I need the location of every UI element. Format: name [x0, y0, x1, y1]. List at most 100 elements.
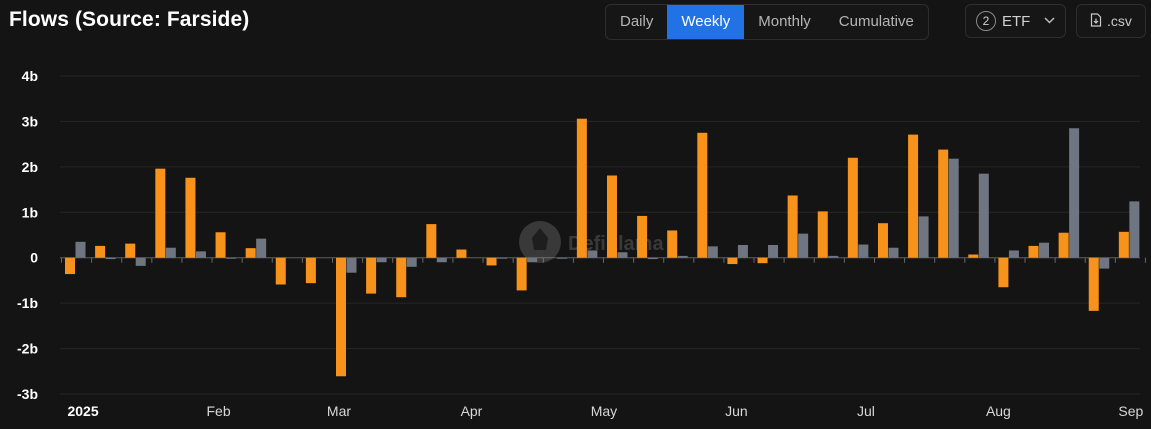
bar-series-1[interactable]: [135, 257, 146, 266]
bar-series-0[interactable]: [817, 211, 828, 258]
x-tick-label: Sep: [1118, 403, 1143, 419]
bar-series-1[interactable]: [1099, 257, 1110, 269]
bar-series-0[interactable]: [787, 195, 798, 258]
y-tick-label: 3b: [22, 113, 38, 129]
bar-series-1[interactable]: [1039, 242, 1050, 258]
bar-series-1[interactable]: [828, 255, 839, 258]
period-selector: Daily Weekly Monthly Cumulative: [605, 4, 929, 40]
bar-series-0[interactable]: [968, 254, 979, 258]
bar-series-0[interactable]: [516, 257, 527, 291]
y-tick-label: 1b: [22, 204, 38, 220]
y-tick-label: 2b: [22, 159, 38, 175]
bar-series-0[interactable]: [245, 248, 256, 258]
bar-series-0[interactable]: [1058, 232, 1069, 258]
bar-series-1[interactable]: [587, 250, 598, 258]
bar-series-1[interactable]: [527, 257, 538, 263]
grid-lines: [60, 75, 1146, 395]
bar-series-0[interactable]: [335, 257, 346, 377]
bar-series-1[interactable]: [768, 244, 779, 258]
bar-series-0[interactable]: [185, 177, 196, 258]
x-axis: 2025 Feb Mar Apr May Jun Jul Aug Sep: [67, 403, 1143, 419]
bar-series-1[interactable]: [1069, 128, 1080, 258]
bar-series-0[interactable]: [667, 230, 678, 258]
bar-series-0[interactable]: [215, 232, 226, 258]
bar-series-1[interactable]: [226, 257, 237, 259]
bar-series-0[interactable]: [877, 223, 888, 258]
bar-series-1[interactable]: [436, 257, 447, 263]
x-tick-label: Feb: [206, 403, 230, 419]
x-tick-label: May: [591, 403, 617, 419]
bar-series-1[interactable]: [256, 238, 267, 258]
period-daily-button[interactable]: Daily: [620, 13, 654, 30]
bar-series-1[interactable]: [497, 257, 508, 259]
bar-series-1[interactable]: [798, 233, 809, 258]
file-download-icon: [1090, 12, 1102, 30]
bar-series-0[interactable]: [576, 118, 587, 258]
chart-title: Flows (Source: Farside): [9, 8, 250, 31]
bar-series-0[interactable]: [125, 243, 136, 258]
etf-select-button[interactable]: 2 ETF: [965, 4, 1066, 38]
bar-series-1[interactable]: [105, 257, 116, 260]
bar-series-1[interactable]: [195, 251, 206, 258]
y-tick-label: -2b: [17, 341, 38, 357]
bar-series-1[interactable]: [617, 252, 628, 258]
y-tick-label: 0: [30, 250, 38, 266]
bar-series-1[interactable]: [677, 255, 688, 258]
bar-series-1[interactable]: [406, 257, 417, 267]
bar-series-1[interactable]: [1008, 250, 1019, 258]
bar-series-0[interactable]: [366, 257, 377, 294]
etf-select-label: ETF: [1002, 12, 1031, 30]
x-tick-label: Mar: [327, 403, 351, 419]
x-tick-label: Apr: [461, 403, 483, 419]
bar-series-0[interactable]: [606, 175, 617, 258]
bar-series-0[interactable]: [275, 257, 286, 285]
y-tick-label: -3b: [17, 386, 38, 402]
bar-series-1[interactable]: [1129, 201, 1140, 258]
x-tick-label: Jun: [725, 403, 748, 419]
bar-series-0[interactable]: [95, 245, 106, 258]
bar-series-0[interactable]: [456, 249, 467, 258]
bar-series-0[interactable]: [1088, 257, 1099, 311]
bar-series-1[interactable]: [165, 247, 176, 258]
bar-series-1[interactable]: [75, 241, 86, 258]
download-csv-button[interactable]: .csv: [1076, 4, 1146, 38]
bar-series-1[interactable]: [557, 257, 568, 259]
bar-series-0[interactable]: [426, 224, 437, 258]
y-axis: 4b 3b 2b 1b 0 -1b -2b -3b: [17, 68, 38, 402]
x-tick-label: Aug: [986, 403, 1011, 419]
bar-series-1[interactable]: [346, 257, 357, 273]
bar-series-0[interactable]: [938, 149, 949, 258]
bar-series-0[interactable]: [727, 257, 738, 265]
etf-count-badge: 2: [976, 11, 996, 31]
bar-series-1[interactable]: [376, 257, 387, 263]
y-tick-label: 4b: [22, 68, 38, 84]
bar-series-0[interactable]: [486, 257, 497, 266]
y-tick-label: -1b: [17, 295, 38, 311]
bar-series-0[interactable]: [65, 257, 75, 275]
bar-series-1[interactable]: [918, 216, 929, 258]
bars: [65, 118, 1140, 377]
bar-series-1[interactable]: [707, 246, 718, 258]
bar-series-1[interactable]: [858, 244, 869, 258]
bar-series-1[interactable]: [948, 158, 959, 258]
period-monthly-button[interactable]: Monthly: [758, 13, 811, 30]
period-cumulative-button[interactable]: Cumulative: [838, 13, 914, 30]
bar-series-0[interactable]: [637, 215, 648, 258]
period-weekly-button[interactable]: Weekly: [667, 5, 745, 39]
bar-series-1[interactable]: [978, 173, 989, 258]
bar-series-0[interactable]: [908, 134, 919, 258]
bar-series-0[interactable]: [1118, 231, 1129, 258]
x-tick-label: 2025: [67, 403, 98, 419]
x-tick-label: Jul: [857, 403, 875, 419]
bar-series-0[interactable]: [1028, 245, 1039, 258]
bar-series-0[interactable]: [998, 257, 1009, 288]
bar-series-1[interactable]: [737, 244, 748, 258]
bar-series-0[interactable]: [847, 157, 858, 258]
bar-series-1[interactable]: [647, 257, 658, 260]
bar-series-0[interactable]: [396, 257, 407, 298]
bar-series-0[interactable]: [757, 257, 768, 264]
bar-series-1[interactable]: [888, 247, 899, 258]
bar-series-0[interactable]: [305, 257, 316, 284]
bar-series-0[interactable]: [697, 132, 708, 258]
bar-series-0[interactable]: [155, 168, 166, 258]
